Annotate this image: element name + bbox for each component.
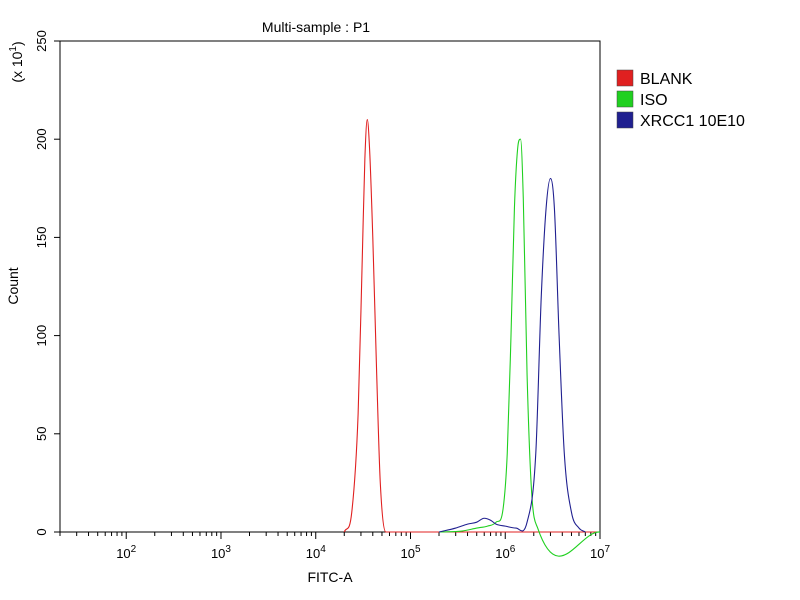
- x-tick-base: 10: [590, 546, 604, 561]
- y-axis: 0 50 100 150 200 250: [34, 30, 60, 536]
- plot-frame: [59, 40, 601, 533]
- chart-title: Multi-sample : P1: [262, 19, 370, 35]
- series-line-1: [438, 138, 601, 557]
- y-axis-label: Count: [5, 267, 21, 304]
- x-tick-exp: 2: [131, 544, 137, 555]
- x-tick-exp: 7: [604, 544, 610, 555]
- series-layer: [343, 119, 601, 557]
- y-axis-multiplier: (x 101): [8, 41, 25, 82]
- series-line-0: [343, 119, 600, 533]
- x-axis-label: FITC-A: [307, 569, 353, 585]
- y-tick-label: 0: [34, 528, 49, 535]
- x-tick-label: 103: [211, 544, 231, 561]
- x-tick-base: 10: [495, 546, 509, 561]
- x-tick-base: 10: [211, 546, 225, 561]
- legend-swatch: [616, 111, 634, 129]
- x-tick-exp: 4: [320, 544, 326, 555]
- x-tick-exp: 6: [510, 544, 516, 555]
- legend-label: XRCC1 10E10: [640, 113, 745, 130]
- y-tick-label: 100: [34, 325, 49, 347]
- y-tick-label: 200: [34, 128, 49, 150]
- x-tick-base: 10: [306, 546, 320, 561]
- y-multiplier-prefix: (x 10: [9, 51, 25, 82]
- x-tick-label: 104: [306, 544, 326, 561]
- svg-text:(x 101): (x 101): [8, 41, 25, 82]
- y-multiplier-close: ): [9, 41, 25, 46]
- x-tick-base: 10: [400, 546, 414, 561]
- x-tick-label: 105: [400, 544, 420, 561]
- x-tick-exp: 5: [415, 544, 421, 555]
- y-tick-label: 150: [34, 227, 49, 249]
- legend-label: ISO: [640, 92, 668, 109]
- legend: BLANK ISO XRCC1 10E10: [616, 69, 745, 130]
- series-line-2: [438, 177, 586, 533]
- y-tick-label: 50: [34, 427, 49, 441]
- legend-label: BLANK: [640, 71, 693, 88]
- legend-swatch: [616, 69, 634, 87]
- y-multiplier-exp: 1: [8, 46, 19, 52]
- x-tick-base: 10: [116, 546, 130, 561]
- legend-swatch: [616, 90, 634, 108]
- x-tick-label: 107: [590, 544, 610, 561]
- y-tick-label: 250: [34, 30, 49, 52]
- x-axis: 102 103 104 105 106 107: [59, 532, 610, 561]
- x-tick-label: 102: [116, 544, 136, 561]
- x-tick-label: 106: [495, 544, 515, 561]
- x-tick-exp: 3: [225, 544, 231, 555]
